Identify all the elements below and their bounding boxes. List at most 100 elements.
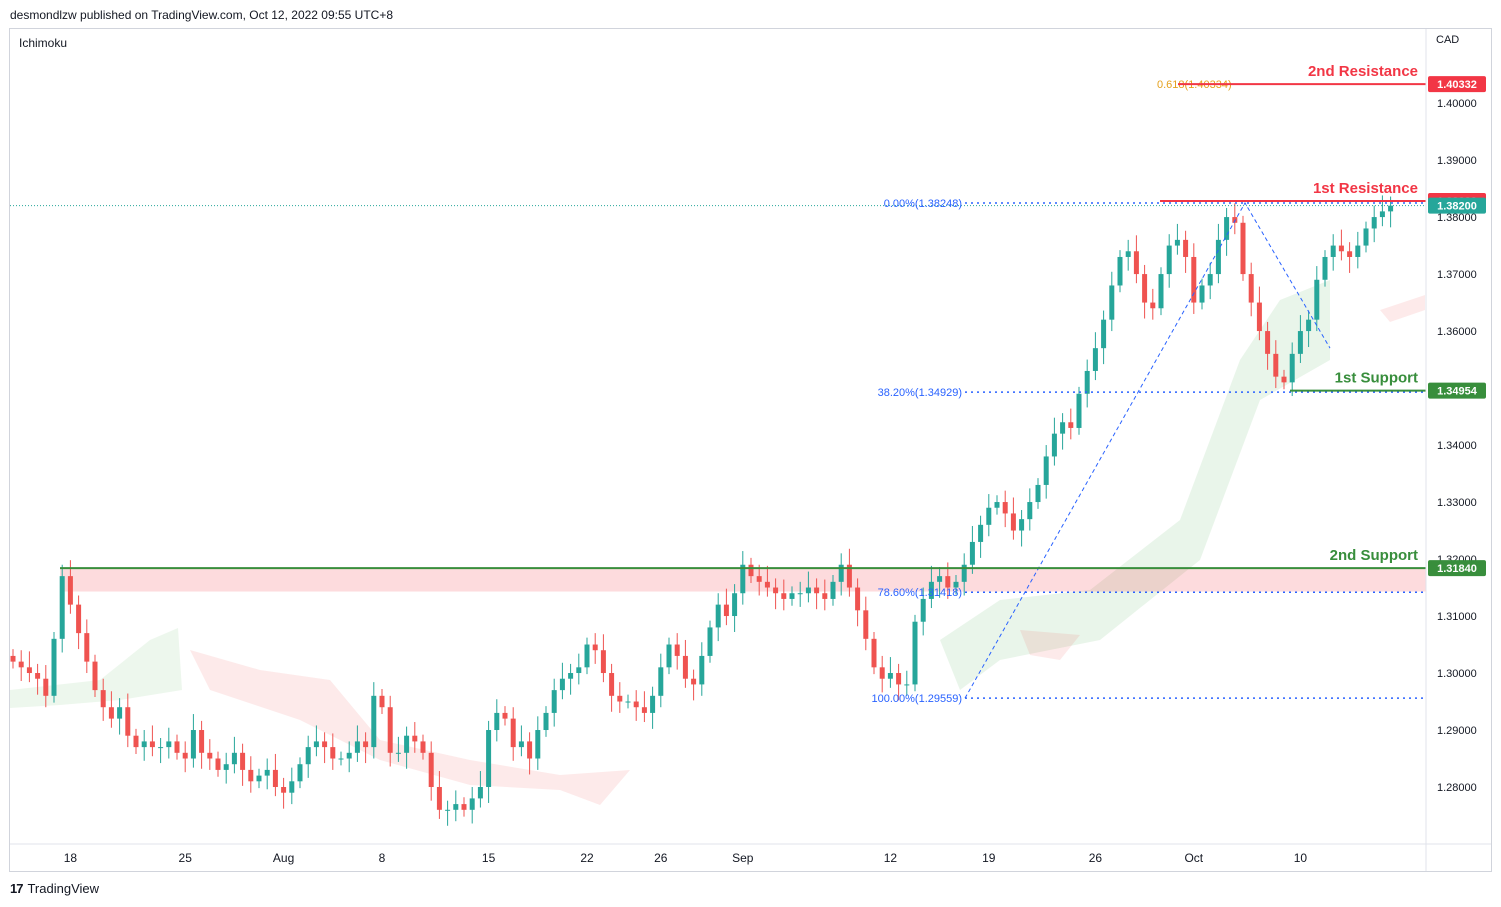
- candle-body: [830, 581, 836, 599]
- candle-body: [1355, 245, 1361, 257]
- candle-body: [1142, 274, 1148, 303]
- candle-body: [297, 764, 303, 782]
- candle-body: [272, 769, 278, 788]
- candle-body: [994, 502, 1000, 508]
- candle-body: [871, 638, 877, 668]
- candle-body: [174, 741, 180, 753]
- candle-body: [223, 764, 229, 770]
- candle-body: [1125, 251, 1131, 257]
- candle-body: [855, 587, 861, 611]
- candle-body: [100, 690, 106, 708]
- candle-body: [518, 741, 524, 748]
- candle-body: [1133, 251, 1139, 275]
- candle-body: [896, 673, 902, 685]
- candle-body: [248, 769, 254, 782]
- y-tick-label: 1.31000: [1437, 611, 1477, 623]
- candle-body: [986, 507, 992, 525]
- candle-body: [453, 804, 459, 810]
- candle-body: [1199, 285, 1205, 303]
- candle-body: [510, 718, 516, 748]
- candle-body: [879, 667, 885, 679]
- candle-body: [305, 747, 311, 765]
- candle-body: [158, 747, 164, 749]
- candle-body: [945, 576, 951, 588]
- candle-body: [961, 564, 967, 582]
- x-tick-label: 18: [64, 851, 78, 865]
- candle-body: [781, 593, 787, 599]
- x-tick-label: 26: [654, 851, 668, 865]
- x-tick-label: Oct: [1184, 851, 1203, 865]
- candle-body: [1314, 279, 1320, 320]
- candle-body: [978, 524, 984, 542]
- x-tick-label: 19: [982, 851, 996, 865]
- candle-body: [1322, 256, 1328, 280]
- candle-body: [609, 673, 615, 696]
- price-tag-label: 1.31840: [1437, 563, 1477, 575]
- currency-label: CAD: [1436, 34, 1460, 46]
- candle-body: [256, 775, 262, 782]
- y-tick-label: 1.28000: [1437, 782, 1477, 794]
- candle-body: [699, 655, 705, 685]
- candle-body: [1265, 331, 1271, 354]
- candle-body: [1076, 393, 1082, 428]
- candle-body: [502, 712, 508, 719]
- price-tag: [1428, 560, 1486, 577]
- candle-body: [477, 787, 483, 799]
- candle-body: [1117, 256, 1123, 286]
- candle-body: [1388, 205, 1394, 212]
- candle-body: [141, 741, 147, 748]
- candle-body: [428, 752, 434, 788]
- candle-body: [625, 701, 631, 703]
- candle-body: [190, 730, 196, 759]
- fib-label: 78.60%(1.31418): [878, 587, 962, 599]
- candle-body: [1232, 217, 1238, 223]
- level-label: 1st Support: [1335, 370, 1418, 387]
- x-tick-label: Sep: [732, 851, 754, 865]
- ichimoku-cloud-bearish: [190, 650, 630, 805]
- candle-body: [1379, 211, 1385, 218]
- candle-body: [1273, 353, 1279, 377]
- level-label: 2nd Resistance: [1308, 63, 1418, 80]
- candle-body: [732, 593, 738, 617]
- indicator-label[interactable]: Ichimoku: [19, 36, 68, 50]
- candle-body: [912, 621, 918, 685]
- y-tick-label: 1.40000: [1437, 98, 1477, 110]
- candle-body: [838, 564, 844, 582]
- candle-body: [84, 633, 90, 662]
- candle-body: [928, 581, 934, 599]
- candle-body: [600, 650, 606, 674]
- candle-body: [231, 752, 237, 765]
- candle-body: [133, 735, 139, 748]
- candle-body: [1101, 319, 1107, 349]
- y-tick-label: 1.39000: [1437, 155, 1477, 167]
- candle-body: [1035, 484, 1041, 503]
- candle-body: [797, 593, 803, 595]
- candle-body: [773, 587, 779, 594]
- candle-body: [904, 684, 910, 686]
- candle-body: [1338, 245, 1344, 252]
- candle-body: [527, 741, 533, 759]
- candle-body: [1010, 513, 1016, 531]
- candle-body: [1297, 331, 1303, 354]
- candle-body: [740, 564, 746, 594]
- candle-body: [166, 741, 172, 748]
- candle-body: [584, 644, 590, 668]
- level-label: 2nd Support: [1330, 547, 1418, 564]
- candle-body: [953, 581, 959, 588]
- candle-body: [1150, 302, 1156, 309]
- chart-frame: [9, 28, 1492, 872]
- footer-brand[interactable]: 17 TradingView: [10, 881, 99, 896]
- price-tag-label: 1.40332: [1437, 79, 1477, 91]
- candle-body: [1207, 274, 1213, 286]
- candle-body: [354, 741, 360, 753]
- candle-body: [1166, 245, 1172, 275]
- candle-body: [18, 661, 24, 668]
- candle-body: [723, 604, 729, 617]
- candle-body: [494, 712, 500, 731]
- candle-body: [149, 741, 155, 748]
- level-label: 1st Resistance: [1313, 180, 1418, 197]
- candle-body: [76, 604, 82, 634]
- candle-body: [1371, 217, 1377, 229]
- candle-body: [641, 707, 647, 713]
